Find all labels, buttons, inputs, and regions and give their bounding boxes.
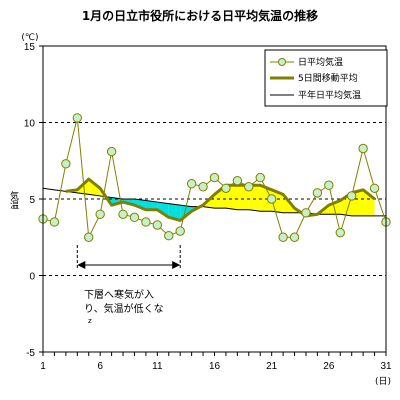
data-point-daily bbox=[72, 113, 83, 123]
y-tick-label: -5 bbox=[26, 348, 35, 359]
fill-segment bbox=[363, 189, 375, 216]
data-point-daily bbox=[152, 220, 163, 230]
data-point-daily bbox=[186, 179, 197, 189]
annotation-arrowhead-left bbox=[77, 261, 86, 269]
data-point-daily bbox=[84, 232, 94, 242]
data-point-daily bbox=[164, 231, 174, 241]
chart-title: 1月の日立市役所における日平均気温の推移 bbox=[82, 8, 318, 23]
data-point-daily bbox=[221, 183, 231, 193]
data-point-daily bbox=[49, 217, 60, 227]
y-tick-label: 5 bbox=[29, 195, 35, 206]
x-tick-label: 31 bbox=[380, 361, 392, 372]
data-point-daily bbox=[358, 143, 368, 154]
series-line-moving-average bbox=[65, 177, 376, 222]
data-point-daily bbox=[244, 182, 254, 192]
data-point-daily bbox=[289, 232, 300, 242]
legend: 日平均気温 5日間移動平均 平年日平均気温 bbox=[264, 49, 388, 107]
x-tick-label: 16 bbox=[209, 361, 221, 372]
fill-segment bbox=[157, 202, 169, 218]
fill-segment bbox=[145, 200, 158, 210]
x-unit-label: (日) bbox=[375, 376, 391, 387]
data-point-daily bbox=[312, 188, 323, 198]
data-point-daily bbox=[61, 159, 71, 169]
y-unit-label: (℃) bbox=[21, 33, 38, 43]
legend-label-normal: 平年日平均気温 bbox=[298, 89, 361, 101]
data-point-daily bbox=[255, 172, 265, 183]
data-point-daily bbox=[209, 172, 220, 183]
data-point-daily bbox=[301, 208, 311, 218]
data-point-daily bbox=[141, 217, 151, 227]
data-point-daily bbox=[118, 209, 128, 220]
data-point-daily bbox=[129, 212, 140, 223]
y-tick-label: 0 bbox=[29, 272, 35, 283]
legend-label-moving-average: 5日間移動平均 bbox=[298, 72, 358, 84]
annotation-text-line2: り、気温が低くな bbox=[84, 302, 164, 315]
data-point-daily bbox=[347, 191, 357, 201]
x-tick-label: 21 bbox=[266, 361, 278, 372]
fill-segment bbox=[237, 185, 249, 210]
x-tick-label: 26 bbox=[323, 361, 335, 372]
legend-label-daily: 日平均気温 bbox=[298, 56, 343, 68]
y-tick-label: 15 bbox=[24, 42, 36, 53]
x-tick-label: 1 bbox=[40, 361, 46, 372]
data-point-daily bbox=[232, 175, 243, 186]
data-point-daily bbox=[369, 183, 380, 193]
x-tick-label: 11 bbox=[152, 361, 163, 372]
data-point-daily bbox=[266, 194, 277, 204]
data-point-daily bbox=[198, 182, 208, 192]
fill-segment bbox=[168, 203, 181, 221]
annotation: 下層へ寒気が入 り、気温が低くな z bbox=[76, 245, 181, 325]
data-point-daily bbox=[278, 232, 288, 242]
series-line-normal bbox=[42, 187, 386, 217]
y-tick-label: 10 bbox=[24, 119, 36, 130]
data-point-daily bbox=[95, 209, 105, 220]
annotation-text-line3: z bbox=[88, 317, 92, 325]
fill-segment bbox=[260, 185, 272, 212]
data-point-daily bbox=[106, 146, 117, 157]
fill-segment bbox=[248, 185, 261, 212]
data-point-daily bbox=[324, 180, 334, 190]
annotation-arrowhead-right bbox=[172, 261, 181, 269]
data-point-daily bbox=[335, 227, 345, 238]
y-axis-label: 気温 bbox=[8, 190, 19, 209]
legend-swatch-daily-marker bbox=[278, 58, 286, 66]
x-tick-label: 6 bbox=[97, 361, 103, 372]
annotation-text-line1: 下層へ寒気が入 bbox=[84, 288, 154, 301]
data-point-daily bbox=[175, 226, 185, 236]
